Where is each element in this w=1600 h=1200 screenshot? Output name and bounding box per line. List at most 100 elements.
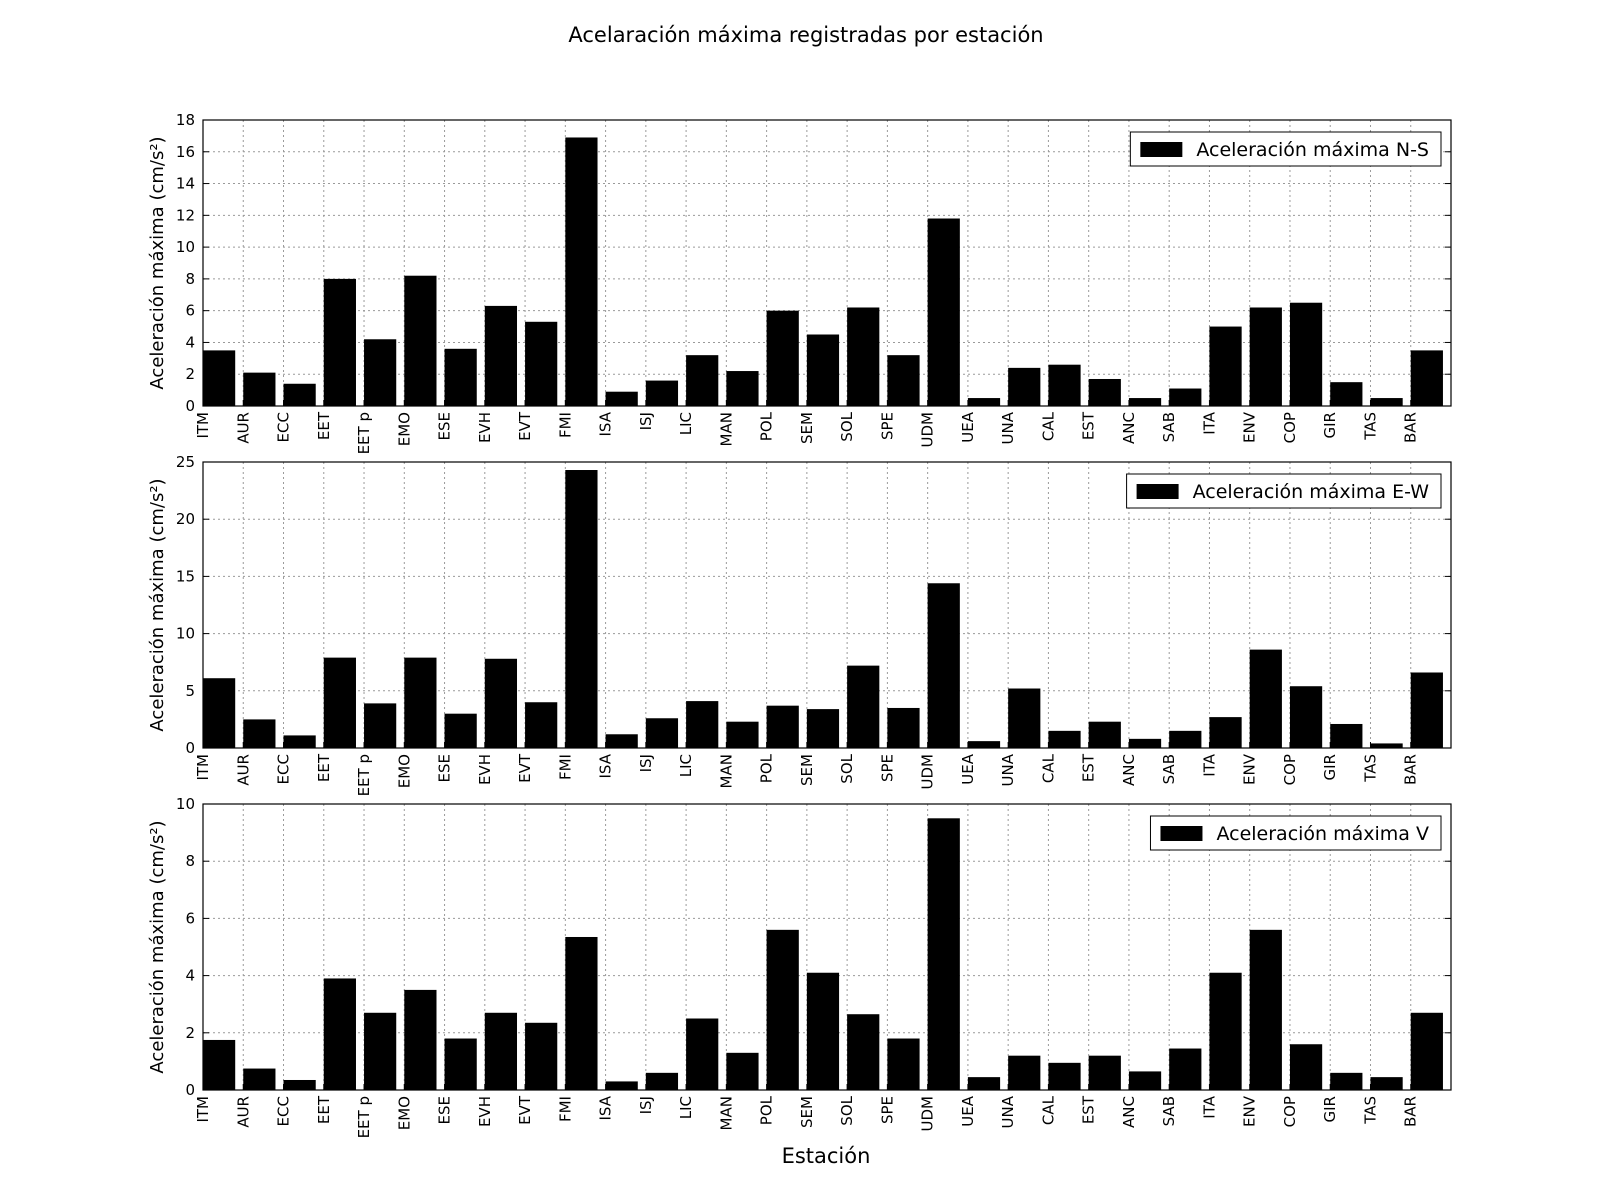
plot-frame bbox=[202, 803, 1452, 1091]
chart-panels: 0 2 4 6 8 10 12 14 16 18 ITM AUR ECC EET EET p EMO ESE EV… bbox=[147, 111, 1452, 1138]
bar-udm bbox=[927, 583, 960, 748]
bar-env bbox=[1249, 929, 1282, 1090]
x-tick-label: POL bbox=[758, 1095, 776, 1125]
x-tick-label: ECC bbox=[275, 754, 293, 784]
x-tick-label: UNA bbox=[999, 753, 1017, 786]
y-tick-label: 14 bbox=[176, 175, 195, 193]
bar-itm bbox=[203, 678, 236, 748]
bar-uea bbox=[967, 741, 1001, 748]
x-tick-label: UEA bbox=[959, 1095, 977, 1126]
y-tick-label: 10 bbox=[176, 625, 195, 643]
bar-eet-p bbox=[364, 1012, 397, 1090]
bar-sab bbox=[1169, 388, 1202, 406]
x-tick-label: ISA bbox=[597, 753, 615, 778]
bar-isa bbox=[605, 391, 638, 406]
x-tick-label: CAL bbox=[1039, 1095, 1057, 1125]
bar-sab bbox=[1169, 730, 1202, 748]
x-tick-label: ISJ bbox=[637, 754, 655, 772]
x-tick-label: SPE bbox=[878, 754, 896, 782]
y-axis-label: Aceleración máxima (cm/s²) bbox=[147, 136, 168, 389]
bar-sol bbox=[847, 665, 880, 748]
x-tick-label: EVH bbox=[476, 1096, 494, 1127]
y-tick-label: 15 bbox=[176, 567, 195, 585]
x-tick-label: EMO bbox=[395, 754, 413, 788]
bar-pol bbox=[766, 705, 799, 748]
y-tick-label: 2 bbox=[185, 365, 195, 383]
x-tick-label: EVT bbox=[516, 753, 534, 783]
x-tick-label: MAN bbox=[717, 412, 735, 446]
x-tick-label: POL bbox=[758, 753, 776, 783]
x-tick-label: LIC bbox=[677, 412, 695, 435]
x-tick-label: ISJ bbox=[637, 412, 655, 430]
x-tick-label: ISA bbox=[597, 1095, 615, 1120]
x-tick-label: CAL bbox=[1039, 411, 1057, 441]
bar-ese bbox=[444, 1038, 477, 1090]
x-tick-label: MAN bbox=[717, 1096, 735, 1130]
x-tick-label: SEM bbox=[798, 412, 816, 444]
x-tick-label: COP bbox=[1281, 754, 1299, 785]
x-tick-label: AUR bbox=[234, 1096, 252, 1128]
bar-udm bbox=[927, 818, 960, 1090]
x-tick-label: EMO bbox=[395, 412, 413, 446]
bar-eet-p bbox=[364, 703, 397, 748]
bar-spe bbox=[887, 355, 920, 406]
bar-ese bbox=[444, 348, 477, 406]
y-tick-label: 0 bbox=[185, 1081, 195, 1099]
bar-man bbox=[726, 1052, 759, 1090]
bar-man bbox=[726, 721, 759, 748]
x-tick-label: ITA bbox=[1200, 753, 1218, 776]
x-tick-label: ITA bbox=[1200, 411, 1218, 434]
y-tick-label: 4 bbox=[185, 967, 195, 985]
bar-emo bbox=[404, 275, 437, 406]
bar-sab bbox=[1169, 1048, 1202, 1090]
x-tick-label: EVT bbox=[516, 411, 534, 441]
x-tick-label: EET bbox=[315, 411, 333, 440]
x-tick-label: EET bbox=[315, 753, 333, 782]
x-tick-label: AUR bbox=[234, 412, 252, 444]
y-tick-label: 20 bbox=[176, 510, 195, 528]
bar-eet bbox=[323, 978, 356, 1090]
x-tick-label: SOL bbox=[838, 411, 856, 441]
y-tick-label: 4 bbox=[185, 333, 195, 351]
bar-sol bbox=[847, 307, 880, 406]
x-tick-label: UEA bbox=[959, 411, 977, 442]
x-tick-label: FMI bbox=[556, 1096, 574, 1122]
legend-label: Aceleración máxima V bbox=[1216, 823, 1429, 845]
x-tick-label: ENV bbox=[1241, 753, 1259, 785]
y-tick-label: 16 bbox=[176, 143, 195, 161]
x-tick-label: GIR bbox=[1321, 754, 1339, 780]
x-tick-label: FMI bbox=[556, 754, 574, 780]
bar-isa bbox=[605, 734, 638, 748]
y-tick-label: 8 bbox=[185, 270, 195, 288]
bar-cop bbox=[1289, 686, 1323, 748]
legend-label: Aceleración máxima N-S bbox=[1196, 139, 1429, 161]
bar-sem bbox=[806, 972, 840, 1090]
x-tick-label: UEA bbox=[959, 753, 977, 784]
x-tick-label: EVH bbox=[476, 412, 494, 443]
bar-udm bbox=[927, 218, 960, 406]
bar-isj bbox=[645, 1072, 679, 1090]
x-tick-label: SAB bbox=[1160, 754, 1178, 784]
bar-itm bbox=[203, 1039, 236, 1090]
x-tick-label: EST bbox=[1080, 1095, 1098, 1124]
legend-swatch bbox=[1136, 484, 1179, 499]
x-tick-label: ITA bbox=[1200, 1095, 1218, 1118]
bar-fmi bbox=[565, 470, 598, 748]
x-tick-label: LIC bbox=[677, 754, 695, 777]
legend: Aceleración máxima N-S bbox=[1129, 131, 1442, 167]
x-tick-label: EST bbox=[1080, 411, 1098, 440]
x-tick-label: TAS bbox=[1361, 1096, 1379, 1125]
bar-ecc bbox=[283, 383, 316, 406]
bar-env bbox=[1249, 649, 1282, 748]
bar-aur bbox=[243, 372, 276, 406]
x-tick-label: FMI bbox=[556, 412, 574, 438]
bar-evt bbox=[525, 1022, 558, 1090]
bar-man bbox=[726, 371, 759, 406]
bar-eet-p bbox=[364, 339, 397, 406]
chart-panel-2: 0 5 10 15 20 25 ITM AUR ECC EET EET p EMO ESE EVH EVT F… bbox=[147, 453, 1452, 796]
x-tick-label: ECC bbox=[275, 412, 293, 442]
bar-cop bbox=[1289, 302, 1323, 406]
bar-gir bbox=[1330, 382, 1363, 406]
